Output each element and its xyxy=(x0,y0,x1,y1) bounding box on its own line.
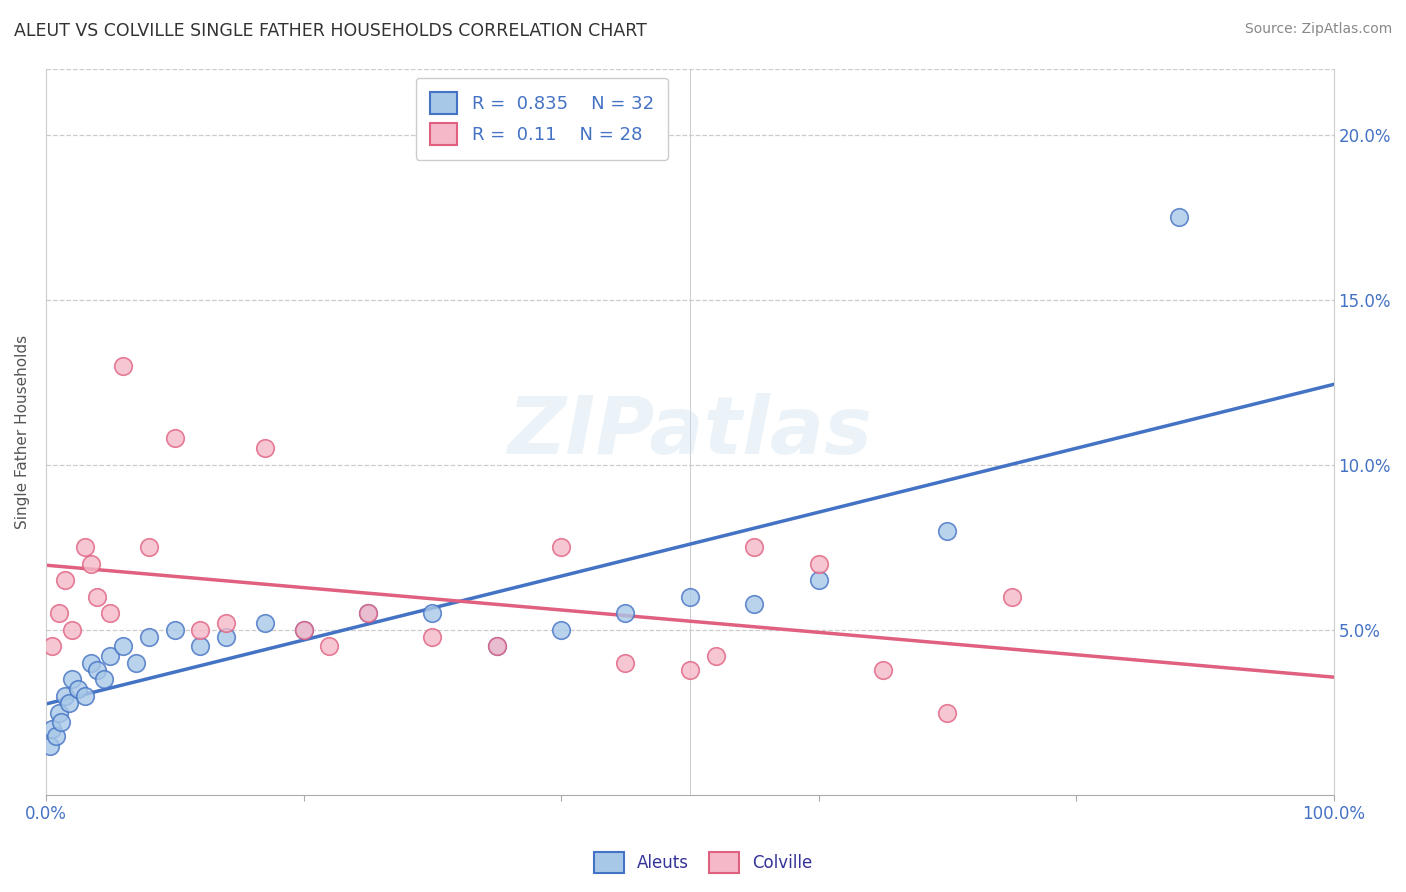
Point xyxy=(1168,210,1191,224)
Point xyxy=(138,541,160,555)
Text: Source: ZipAtlas.com: Source: ZipAtlas.com xyxy=(1244,22,1392,37)
Point xyxy=(253,442,276,456)
Point xyxy=(48,706,70,720)
Point xyxy=(98,649,121,664)
Point xyxy=(614,607,637,621)
Point xyxy=(485,640,508,654)
Point xyxy=(936,524,959,538)
Point xyxy=(45,729,67,743)
Legend: Aleuts, Colville: Aleuts, Colville xyxy=(586,846,820,880)
Point xyxy=(163,623,186,637)
Point xyxy=(112,640,135,654)
Point xyxy=(872,663,894,677)
Point xyxy=(73,541,96,555)
Point xyxy=(86,590,108,604)
Point xyxy=(742,597,765,611)
Point xyxy=(41,640,63,654)
Point xyxy=(53,689,76,703)
Point xyxy=(53,574,76,588)
Point xyxy=(60,623,83,637)
Text: ALEUT VS COLVILLE SINGLE FATHER HOUSEHOLDS CORRELATION CHART: ALEUT VS COLVILLE SINGLE FATHER HOUSEHOL… xyxy=(14,22,647,40)
Point xyxy=(807,574,830,588)
Y-axis label: Single Father Households: Single Father Households xyxy=(15,334,30,529)
Point xyxy=(138,630,160,644)
Point xyxy=(550,623,572,637)
Point xyxy=(60,673,83,687)
Point xyxy=(112,359,135,373)
Point xyxy=(550,541,572,555)
Point xyxy=(163,431,186,445)
Point xyxy=(357,607,380,621)
Point xyxy=(80,656,103,670)
Point xyxy=(614,656,637,670)
Point xyxy=(41,722,63,736)
Point xyxy=(679,590,702,604)
Point xyxy=(704,649,727,664)
Point xyxy=(215,616,238,631)
Point xyxy=(807,557,830,571)
Text: ZIPatlas: ZIPatlas xyxy=(508,392,872,471)
Point xyxy=(80,557,103,571)
Point xyxy=(679,663,702,677)
Point xyxy=(93,673,115,687)
Point xyxy=(936,706,959,720)
Point xyxy=(253,616,276,631)
Point xyxy=(67,682,90,697)
Point xyxy=(51,715,73,730)
Point xyxy=(742,541,765,555)
Point xyxy=(215,630,238,644)
Point xyxy=(190,623,212,637)
Legend: R =  0.835    N = 32, R =  0.11    N = 28: R = 0.835 N = 32, R = 0.11 N = 28 xyxy=(416,78,668,160)
Point xyxy=(48,607,70,621)
Point xyxy=(98,607,121,621)
Point xyxy=(1001,590,1024,604)
Point xyxy=(125,656,148,670)
Point xyxy=(357,607,380,621)
Point xyxy=(292,623,315,637)
Point xyxy=(292,623,315,637)
Point xyxy=(58,696,80,710)
Point xyxy=(485,640,508,654)
Point xyxy=(38,739,60,753)
Point xyxy=(318,640,340,654)
Point xyxy=(73,689,96,703)
Point xyxy=(86,663,108,677)
Point xyxy=(190,640,212,654)
Point xyxy=(420,607,443,621)
Point xyxy=(420,630,443,644)
